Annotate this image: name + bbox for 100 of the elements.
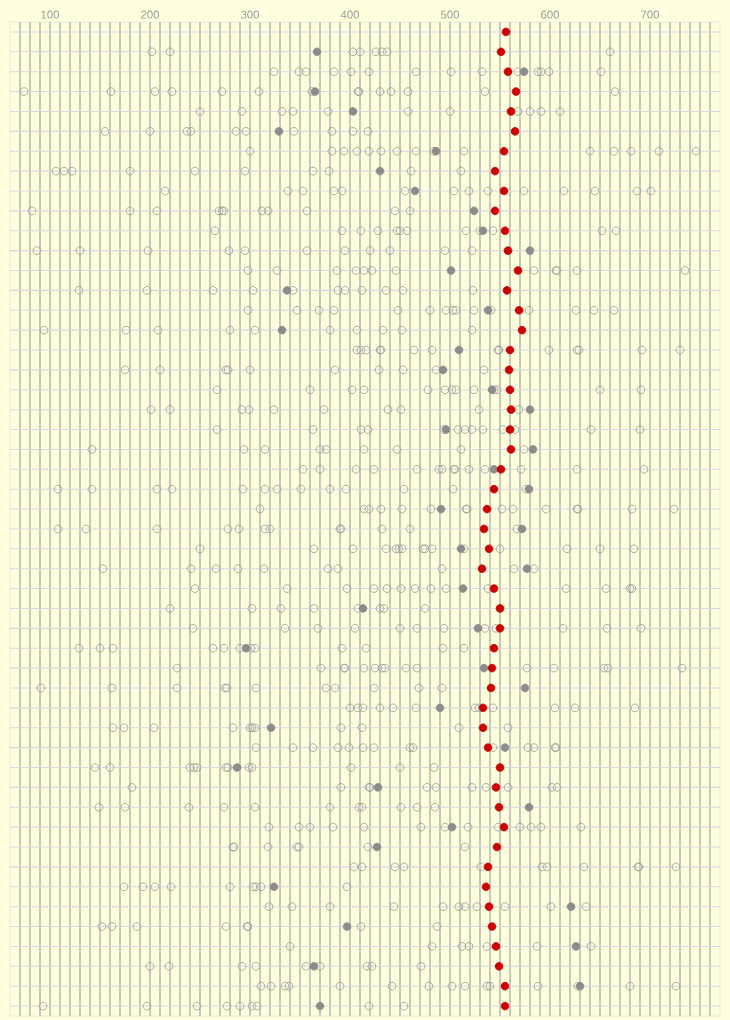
point <box>165 47 175 57</box>
point <box>654 146 664 156</box>
point <box>388 703 398 713</box>
point <box>400 186 410 196</box>
point <box>243 306 253 315</box>
point <box>221 922 231 931</box>
point <box>238 484 248 494</box>
point <box>489 484 499 494</box>
point <box>467 425 477 434</box>
point <box>87 445 97 454</box>
point <box>496 47 506 57</box>
point <box>90 763 100 772</box>
point <box>463 822 473 832</box>
point <box>636 385 646 395</box>
point <box>524 306 534 315</box>
point <box>571 306 581 315</box>
point <box>398 286 408 295</box>
point <box>285 942 295 951</box>
point <box>132 922 142 931</box>
point <box>263 206 273 216</box>
point <box>370 663 380 673</box>
point <box>525 405 535 414</box>
point <box>321 683 331 693</box>
point <box>373 783 383 792</box>
point <box>426 584 436 593</box>
point <box>646 186 656 196</box>
point <box>269 67 279 76</box>
point <box>212 425 222 434</box>
point <box>264 822 274 832</box>
point <box>447 385 457 395</box>
point <box>329 186 339 196</box>
point <box>499 822 509 832</box>
point <box>429 763 439 772</box>
point <box>195 544 205 554</box>
point <box>446 266 456 275</box>
point <box>420 604 430 613</box>
point <box>445 107 455 116</box>
point <box>255 504 265 514</box>
x-tick-label: 100 <box>41 10 59 19</box>
point <box>519 186 529 196</box>
point <box>460 842 470 852</box>
point <box>381 286 391 295</box>
point <box>603 663 613 673</box>
point <box>345 703 355 713</box>
point <box>498 425 508 434</box>
point <box>356 345 366 355</box>
point <box>675 345 685 355</box>
point <box>544 345 554 355</box>
point <box>269 405 279 414</box>
point <box>224 246 234 255</box>
point <box>490 166 500 176</box>
point <box>467 246 477 255</box>
point <box>460 425 470 434</box>
point <box>373 226 383 236</box>
point <box>454 902 464 911</box>
point <box>481 882 491 892</box>
point <box>288 743 298 752</box>
point <box>219 803 229 812</box>
point <box>359 504 369 514</box>
point <box>436 504 446 514</box>
point <box>422 783 432 792</box>
point <box>314 306 324 315</box>
point <box>536 107 546 116</box>
point <box>346 763 356 772</box>
point <box>469 385 479 395</box>
point <box>186 564 196 573</box>
point <box>411 703 421 713</box>
point <box>342 922 352 931</box>
point <box>39 325 49 335</box>
point <box>125 166 135 176</box>
point <box>356 226 366 236</box>
point <box>358 604 368 613</box>
point <box>387 981 397 991</box>
point <box>487 663 497 673</box>
point <box>301 962 311 971</box>
point <box>447 822 457 832</box>
point <box>528 445 538 454</box>
point <box>499 146 509 156</box>
point <box>438 643 448 653</box>
point <box>680 266 690 275</box>
point <box>364 504 374 514</box>
point <box>448 484 458 494</box>
point <box>529 564 539 573</box>
point <box>559 186 569 196</box>
point <box>266 723 276 733</box>
point <box>639 465 649 474</box>
point <box>149 723 159 733</box>
point <box>514 306 524 315</box>
point <box>441 584 451 593</box>
point <box>597 226 607 236</box>
point <box>302 246 312 255</box>
point <box>283 186 293 196</box>
point <box>327 127 337 136</box>
point <box>190 166 200 176</box>
point <box>376 146 386 156</box>
point <box>566 902 576 911</box>
point <box>321 445 331 454</box>
point <box>100 127 110 136</box>
point <box>495 544 505 554</box>
point <box>248 286 258 295</box>
